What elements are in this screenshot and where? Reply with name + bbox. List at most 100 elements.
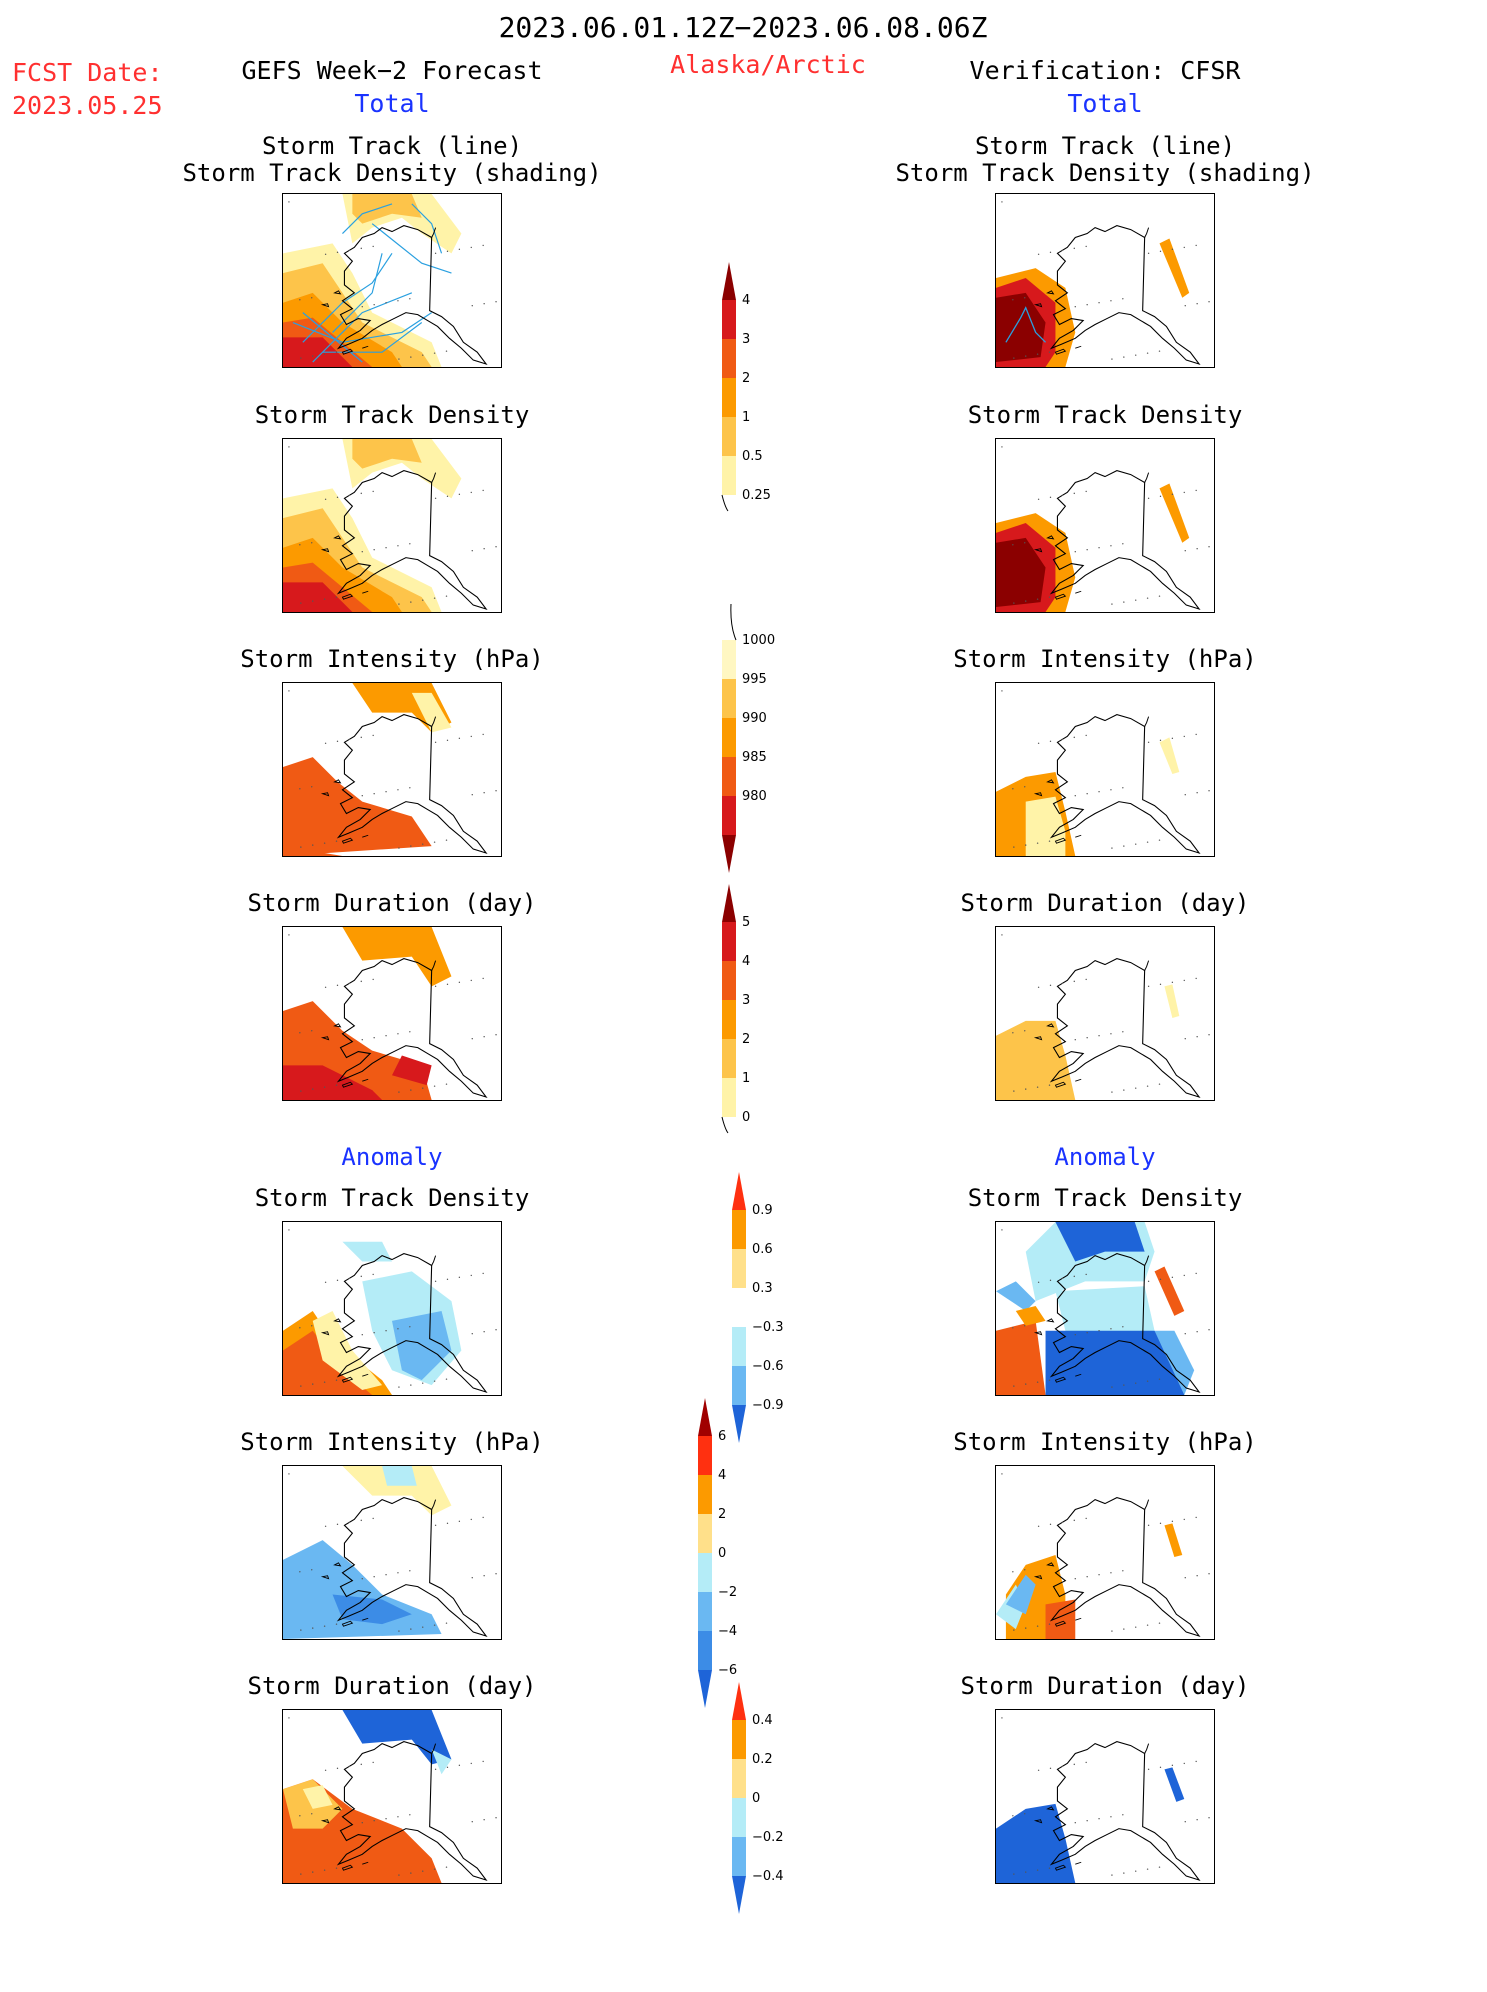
- graticule-dot: [1171, 981, 1174, 984]
- shaded-region: [996, 1803, 1076, 1883]
- graticule-dot: [410, 1089, 412, 1091]
- graticule-dot: [299, 1815, 301, 1817]
- graticule-dot: [422, 354, 424, 356]
- colorbar-tick-label: 4: [718, 1468, 726, 1483]
- graticule-dot: [1085, 245, 1087, 248]
- graticule-dot: [1208, 1573, 1210, 1575]
- graticule-dot: [1208, 1034, 1210, 1036]
- colorbar-tick-label: 0.4: [752, 1713, 773, 1728]
- map-density-forecast: [282, 438, 502, 613]
- graticule-dot: [385, 547, 387, 549]
- coast-detail: [1144, 716, 1150, 727]
- colorbar-segment: [722, 718, 736, 757]
- title-line2: Storm Track Density (shading): [895, 159, 1315, 187]
- colorbar-tick-label: 0.25: [742, 488, 771, 503]
- graticule-dot: [446, 739, 449, 742]
- graticule-dot: [1085, 1761, 1087, 1764]
- graticule-dot: [1183, 979, 1185, 982]
- graticule-dot: [311, 786, 313, 788]
- graticule-dot: [1208, 1817, 1210, 1819]
- graticule-dot: [1013, 1873, 1015, 1875]
- graticule-dot: [1147, 741, 1150, 744]
- colorbar-tick-label: 1000: [742, 633, 775, 648]
- graticule-dot: [373, 1037, 375, 1039]
- graticule-dot: [1048, 1623, 1051, 1625]
- graticule-dot: [1110, 300, 1112, 302]
- graticule-dot: [1184, 550, 1186, 552]
- graticule-dot: [482, 244, 484, 247]
- graticule-dot: [1146, 597, 1149, 599]
- colorbar-segment: [732, 1210, 746, 1249]
- map-duration-anomaly-forecast: [282, 1709, 502, 1884]
- graticule-dot: [1001, 1473, 1003, 1475]
- graticule-dot: [372, 245, 374, 248]
- graticule-dot: [1013, 602, 1015, 604]
- graticule-dot: [1184, 1821, 1186, 1823]
- graticule-dot: [1184, 1577, 1186, 1579]
- shaded-region: [392, 1055, 432, 1086]
- shaded-region: [1164, 1767, 1185, 1802]
- projection-mask: [996, 439, 1056, 499]
- colorbar-segment: [722, 640, 736, 679]
- panel-title-track-right: Storm Track (line) Storm Track Density (…: [895, 133, 1314, 187]
- graticule-dot: [495, 790, 497, 792]
- graticule-dot: [300, 846, 302, 848]
- graticule-dot: [410, 356, 412, 358]
- graticule-dot: [1012, 544, 1014, 546]
- graticule-dot: [409, 1031, 411, 1033]
- shaded-region: [1005, 1574, 1036, 1615]
- graticule-dot: [482, 1516, 484, 1519]
- graticule-dot: [373, 1820, 375, 1822]
- colorbar-segment: [732, 1249, 746, 1288]
- right-column-title: Verification: CFSR: [969, 56, 1241, 85]
- projection-mask: [996, 194, 1056, 254]
- colorbar-tick-label: 4: [742, 293, 750, 308]
- graticule-dot: [1086, 1820, 1088, 1822]
- graticule-dot: [1037, 1281, 1040, 1283]
- graticule-dot: [433, 1868, 436, 1870]
- projection-mask: [1154, 1466, 1214, 1575]
- graticule-dot: [1183, 1518, 1185, 1521]
- islands: [1033, 1806, 1082, 1871]
- graticule-dot: [1184, 305, 1186, 307]
- graticule-dot: [1183, 1762, 1185, 1765]
- graticule-dot: [1048, 840, 1051, 842]
- graticule-dot: [1013, 1090, 1015, 1092]
- graticule-dot: [1146, 1868, 1149, 1870]
- graticule-dot: [1158, 595, 1161, 597]
- colorbar-segment: [722, 300, 736, 339]
- storm-track-line: [411, 203, 443, 254]
- graticule-dot: [1024, 1813, 1026, 1815]
- graticule-dot: [1158, 1622, 1161, 1624]
- graticule-dot: [1036, 598, 1039, 600]
- graticule-dot: [1171, 1520, 1174, 1523]
- graticule-dot: [1147, 985, 1150, 988]
- colorbar-tick-label: 2: [742, 1032, 750, 1047]
- graticule-dot: [336, 1523, 339, 1526]
- shaded-region: [283, 846, 343, 856]
- alaska-coastline: [1049, 470, 1201, 611]
- graticule-dot: [1049, 1279, 1052, 1282]
- left-column-title: GEFS Week−2 Forecast: [241, 56, 543, 85]
- projection-mask: [1154, 927, 1214, 1036]
- graticule-dot: [458, 248, 461, 251]
- map-duration-anomaly-verification: [995, 1709, 1215, 1884]
- graticule-dot: [470, 735, 472, 738]
- graticule-dot: [1061, 494, 1064, 497]
- graticule-dot: [1111, 1630, 1113, 1632]
- graticule-dot: [1110, 1033, 1112, 1035]
- shaded-region: [1045, 1330, 1185, 1395]
- graticule-dot: [1171, 493, 1174, 496]
- graticule-dot: [385, 1818, 387, 1820]
- graticule-dot: [446, 1278, 449, 1281]
- alaska-coastline: [1049, 1497, 1201, 1638]
- colorbar-tick-label: 1: [742, 1071, 750, 1086]
- projection-mask: [1154, 683, 1214, 792]
- graticule-dot: [1147, 497, 1150, 500]
- graticule-dot: [373, 549, 375, 551]
- graticule-dot: [397, 1328, 399, 1330]
- graticule-dot: [335, 840, 338, 842]
- graticule-dot: [360, 1763, 362, 1766]
- shaded-region: [283, 337, 353, 367]
- shaded-region: [1164, 1523, 1183, 1557]
